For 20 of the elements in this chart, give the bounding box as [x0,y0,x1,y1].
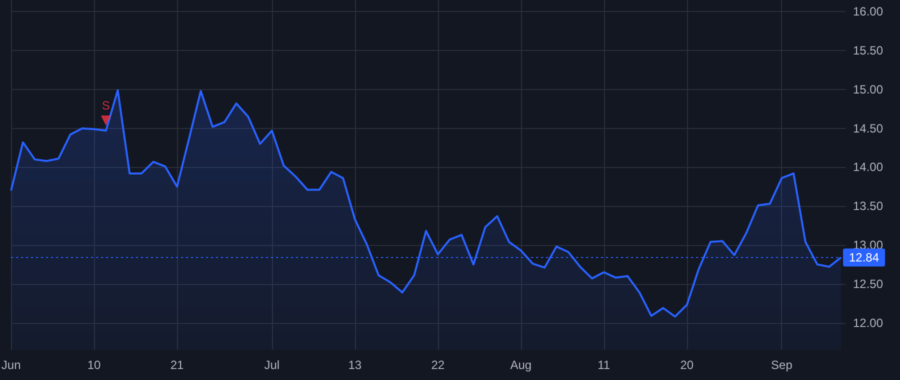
x-tick-label: Jun [1,358,21,372]
x-tick-label: Aug [510,358,532,372]
y-tick-label: 12.00 [853,316,884,330]
x-tick-label: 10 [87,358,102,372]
y-tick-label: 16.00 [853,4,884,19]
x-tick-label: 21 [170,358,184,372]
x-tick-label: 11 [598,358,610,372]
y-tick-label: 15.50 [853,44,884,58]
y-tick-label: 15.00 [853,82,884,96]
x-tick-label: 13 [348,358,362,372]
series-label: S [102,98,110,113]
x-tick-label: 22 [431,358,445,372]
x-tick-label: 20 [680,358,694,372]
y-tick-label: 14.00 [853,160,884,174]
y-tick-label: 14.50 [853,121,884,136]
x-tick-label: Jul [264,358,280,372]
x-tick-label: Sep [771,358,793,372]
y-tick-label: 13.50 [853,199,884,214]
ref-line-label: 12.84 [849,250,880,264]
y-tick-label: 12.50 [853,276,884,291]
